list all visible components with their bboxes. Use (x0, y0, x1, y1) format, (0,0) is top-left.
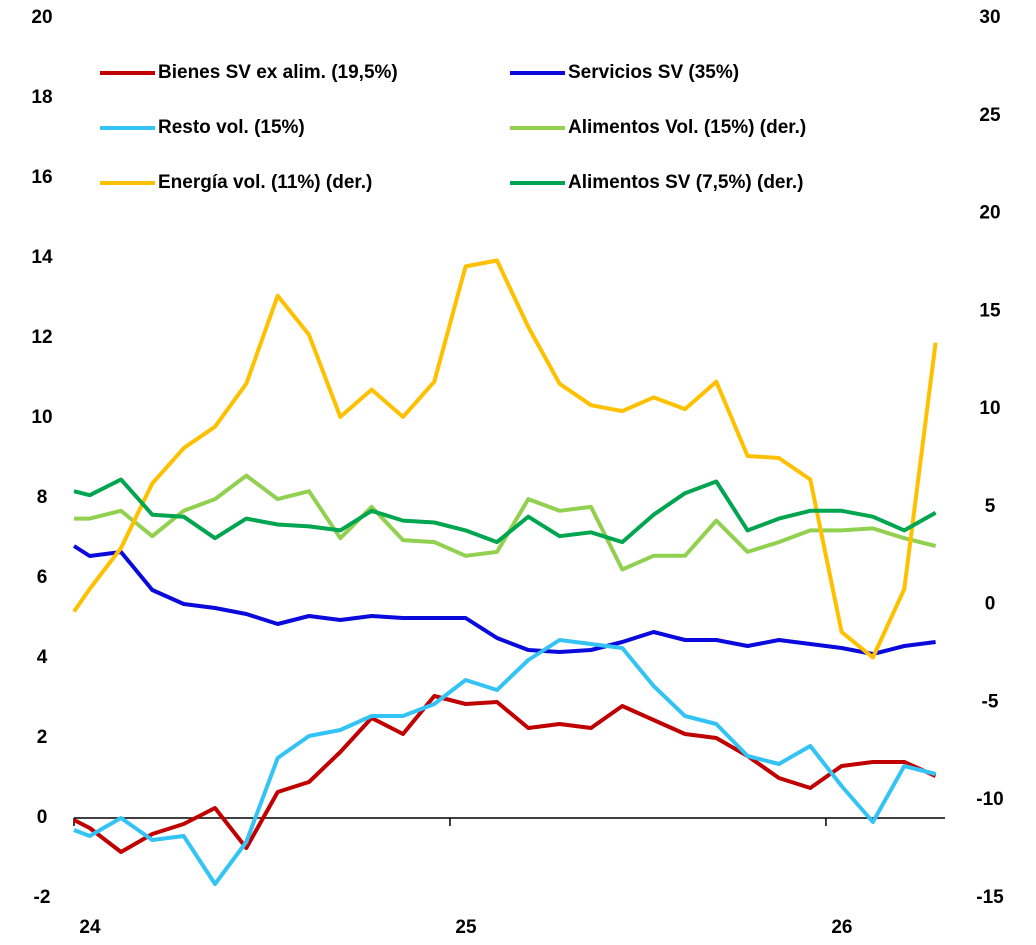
y-tick-label: 2 (37, 727, 48, 748)
y2-tick-label: 30 (979, 7, 1000, 28)
y2-tick-label: 10 (979, 398, 1000, 419)
legend-label: Energía vol. (11%) (der.) (158, 172, 372, 193)
y-tick-label: 14 (31, 247, 53, 268)
series-line (74, 473, 937, 572)
y-tick-label: 6 (37, 567, 48, 588)
y2-tick-label: 25 (979, 105, 1001, 126)
legend-label: Bienes SV ex alim. (19,5%) (158, 62, 398, 83)
y2-tick-label: -5 (982, 691, 999, 712)
y-tick-label: 12 (31, 327, 52, 348)
y-tick-label: 20 (31, 7, 52, 28)
y-tick-label: 18 (31, 87, 52, 108)
y2-tick-label: 20 (979, 203, 1000, 224)
y-tick-label: -2 (34, 887, 51, 908)
legend-label: Resto vol. (15%) (158, 117, 305, 138)
series-line (73, 694, 937, 854)
legend-label: Alimentos Vol. (15%) (der.) (568, 117, 806, 138)
y-tick-label: 10 (31, 407, 52, 428)
series-line (73, 477, 937, 545)
y2-tick-label: 15 (979, 300, 1001, 321)
y2-tick-label: -10 (976, 789, 1003, 810)
x-tick-label: 25 (455, 917, 477, 938)
x-tick-label: 24 (79, 917, 101, 938)
y-tick-label: 4 (37, 647, 48, 668)
series-line (73, 638, 937, 886)
y2-tick-label: 0 (985, 594, 996, 615)
y-tick-label: 0 (37, 807, 48, 828)
legend-label: Alimentos SV (7,5%) (der.) (568, 172, 803, 193)
y2-tick-label: 5 (985, 496, 996, 517)
y-tick-label: 16 (31, 167, 52, 188)
series-line (72, 544, 936, 656)
y-tick-label: 8 (37, 487, 48, 508)
legend-label: Servicios SV (35%) (568, 62, 739, 83)
series-line (72, 258, 938, 660)
y2-tick-label: -15 (976, 887, 1004, 908)
x-tick-label: 26 (831, 917, 852, 938)
